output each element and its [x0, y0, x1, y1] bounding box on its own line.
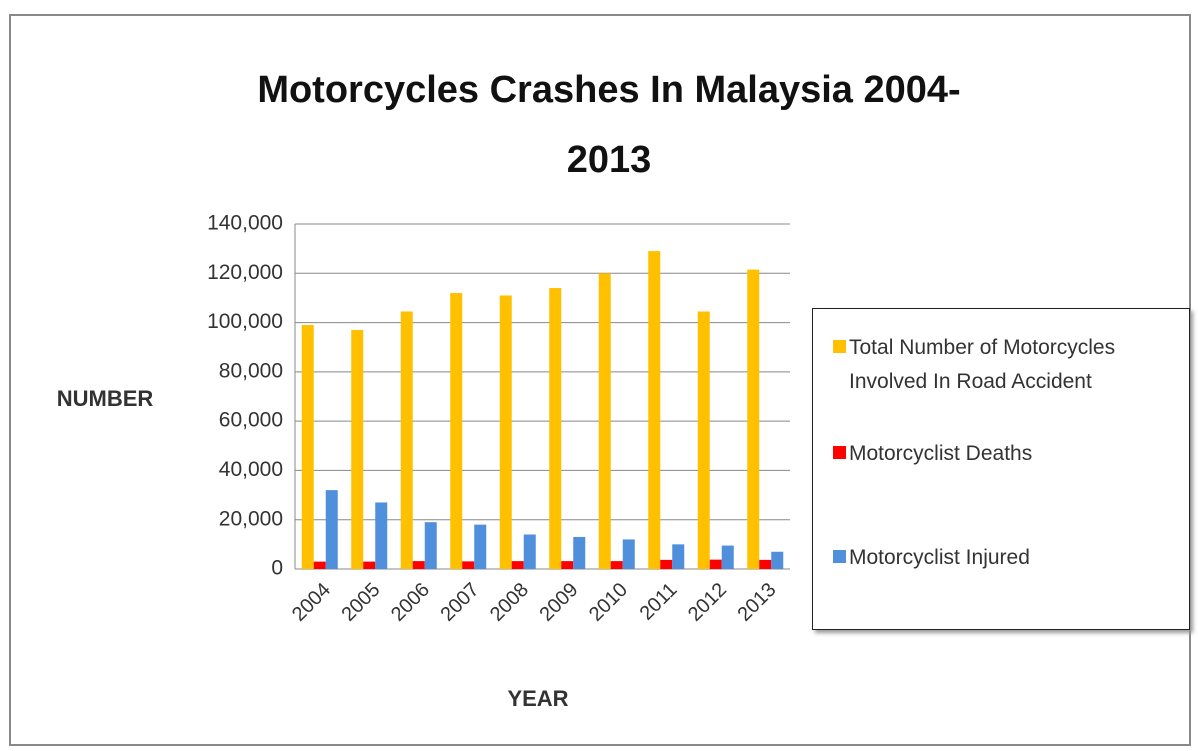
bar: [412, 561, 425, 569]
y-tick-label: 120,000: [207, 261, 283, 284]
bar: [759, 559, 772, 569]
x-tick-label: 2011: [636, 579, 682, 625]
x-tick-label: 2013: [733, 579, 780, 626]
bar: [363, 561, 376, 569]
bar: [400, 311, 413, 569]
y-tick-label: 140,000: [207, 212, 283, 235]
bar: [672, 544, 685, 569]
legend-entry: Motorcyclist Injured: [823, 541, 1173, 575]
bar: [462, 561, 475, 569]
legend-label: Total Number of Motorcycles Involved In …: [849, 336, 1116, 393]
bar: [523, 534, 536, 569]
x-tick-label: 2012: [684, 579, 731, 626]
y-tick-label: 80,000: [219, 359, 283, 382]
bar: [474, 524, 487, 569]
legend-label: Motorcyclist Injured: [849, 546, 1030, 569]
bar: [313, 561, 326, 569]
x-axis-label: YEAR: [507, 686, 568, 711]
bar: [511, 561, 524, 569]
bar: [561, 561, 574, 569]
y-tick-label: 20,000: [219, 507, 283, 530]
x-tick-label: 2008: [486, 579, 533, 626]
bar: [660, 559, 673, 569]
x-tick-label: 2005: [337, 579, 384, 626]
y-axis-label: NUMBER: [57, 386, 154, 411]
bar: [648, 251, 661, 569]
legend: Total Number of Motorcycles Involved In …: [812, 308, 1190, 630]
bar: [622, 539, 635, 569]
x-tick-label: 2010: [585, 579, 632, 626]
bar: [610, 561, 623, 569]
legend-label: Motorcyclist Deaths: [849, 442, 1033, 465]
bar: [301, 325, 314, 569]
bar: [573, 536, 586, 569]
y-tick-label: 100,000: [207, 310, 283, 333]
y-tick-label: 60,000: [219, 409, 283, 432]
bar: [351, 329, 364, 569]
y-tick-label: 40,000: [219, 458, 283, 481]
x-tick-label: 2006: [387, 579, 434, 626]
frame: [9, 14, 1191, 746]
bar: [424, 522, 437, 569]
x-tick-label: 2007: [436, 579, 483, 626]
bar: [598, 273, 611, 569]
x-tick-label: 2004: [288, 579, 335, 626]
y-tick-label: 0: [271, 557, 283, 580]
x-tick-label: 2009: [535, 579, 582, 626]
legend-entry: Motorcyclist Deaths: [823, 437, 1173, 471]
legend-swatch: [833, 446, 846, 459]
bar: [549, 288, 562, 569]
bar: [325, 490, 338, 569]
legend-swatch: [833, 550, 846, 563]
bar: [771, 551, 784, 569]
legend-swatch: [833, 340, 846, 353]
bar: [709, 559, 722, 569]
bar: [450, 293, 463, 569]
bar: [697, 311, 710, 569]
bar: [721, 545, 734, 569]
legend-entry: Total Number of Motorcycles Involved In …: [823, 331, 1173, 399]
bar: [375, 502, 388, 569]
bar: [499, 295, 512, 569]
chart-title: Motorcycles Crashes In Malaysia 2004-201…: [257, 69, 961, 181]
bar: [747, 269, 760, 569]
